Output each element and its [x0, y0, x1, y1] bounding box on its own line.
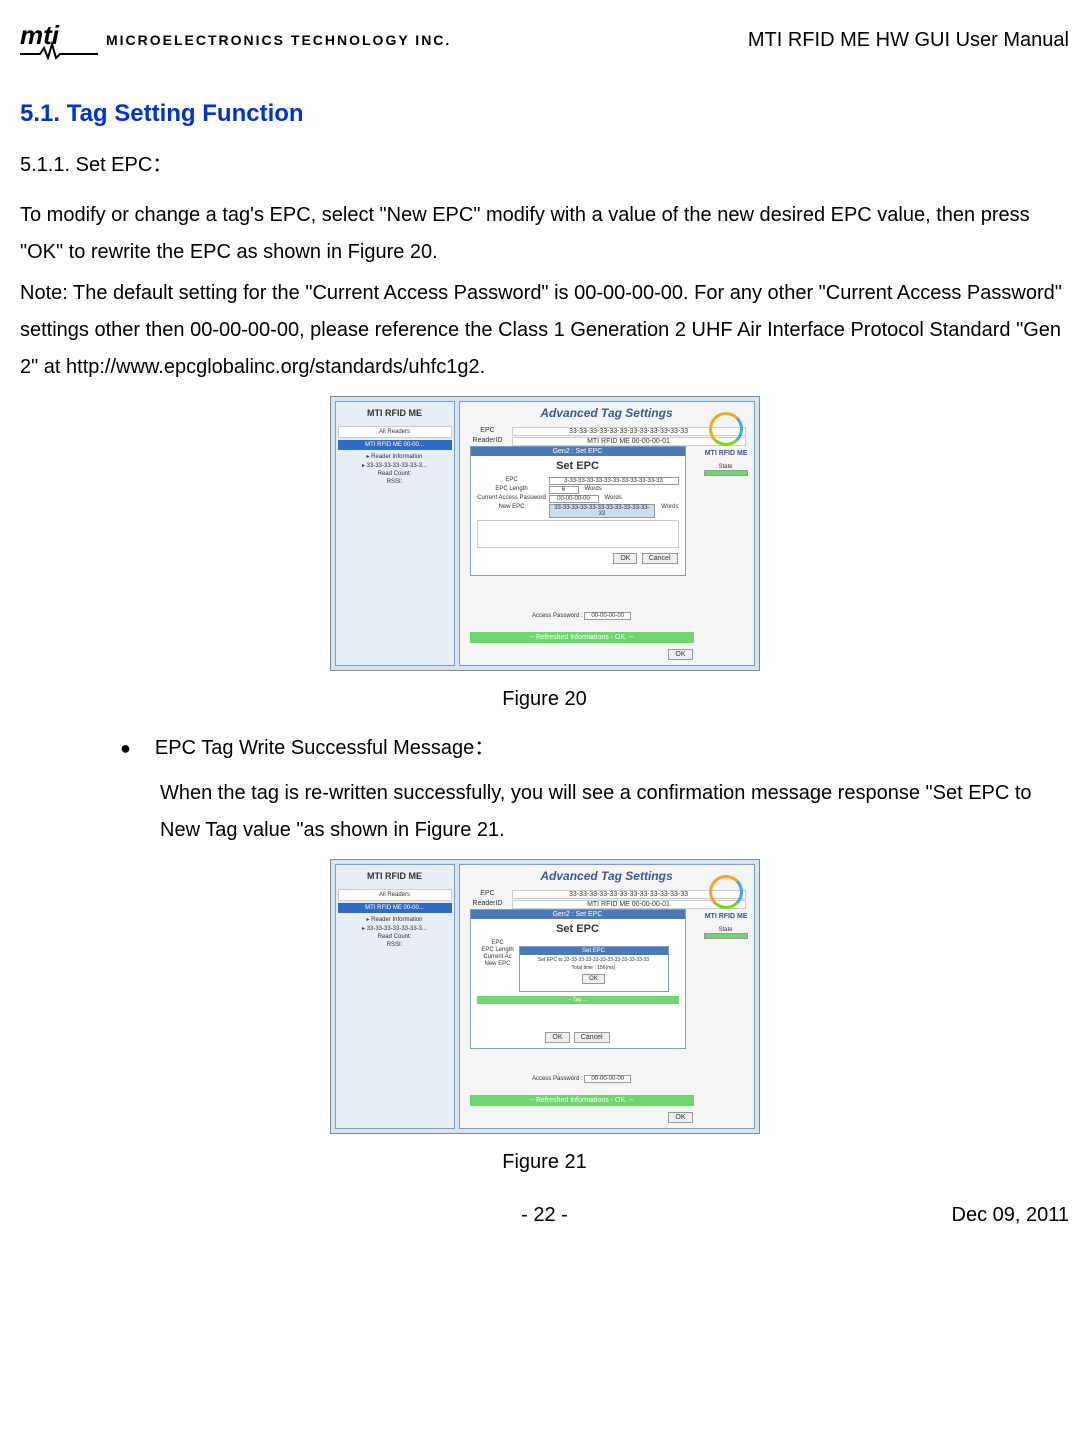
- subsection-heading: 5.1.1. Set EPC：: [20, 148, 1069, 177]
- reader-label: MTI RFID ME: [336, 402, 454, 424]
- subsection-title: Set EPC：: [76, 154, 173, 176]
- cancel-button[interactable]: Cancel: [642, 553, 678, 564]
- figure-20-caption: Figure 20: [20, 688, 1069, 711]
- figure-21-screenshot: MTI RFID ME All Readers MTI RFID ME 00-0…: [330, 859, 760, 1134]
- mti-circle-icon: [709, 412, 743, 446]
- set-epc-title: Set EPC: [471, 456, 685, 476]
- mti-logo-icon: mti: [20, 20, 98, 60]
- section-number: 5.1.: [20, 100, 60, 127]
- logo-block: mti MICROELECTRONICS TECHNOLOGY INC.: [20, 20, 451, 60]
- bullet-1: ● EPC Tag Write Successful Message：: [120, 731, 1069, 760]
- section-heading: 5.1. Tag Setting Function: [20, 100, 1069, 128]
- bullet-1-body: When the tag is re-written successfully,…: [160, 775, 1069, 849]
- bullet-icon: ●: [120, 738, 131, 759]
- figure-21-caption: Figure 21: [20, 1151, 1069, 1174]
- page-footer: - 22 - Dec 09, 2011: [20, 1204, 1069, 1227]
- status-bar: -- Refreshed Informations - OK. --: [470, 632, 694, 643]
- success-msg: Set EPC to 33-33-33-33-33-33-33-33-33-33…: [520, 955, 668, 965]
- svg-text:mti: mti: [20, 20, 60, 50]
- page-number: - 22 -: [220, 1204, 869, 1227]
- paragraph-2: Note: The default setting for the "Curre…: [20, 275, 1069, 386]
- page-header: mti MICROELECTRONICS TECHNOLOGY INC. MTI…: [20, 20, 1069, 60]
- mti-circle-icon: [709, 875, 743, 909]
- subsection-number: 5.1.1.: [20, 154, 70, 176]
- section-title: Tag Setting Function: [67, 100, 304, 127]
- bullet-1-text: EPC Tag Write Successful Message：: [155, 731, 494, 760]
- ok-button[interactable]: OK: [613, 553, 637, 564]
- doc-title: MTI RFID ME HW GUI User Manual: [748, 29, 1069, 52]
- company-name: MICROELECTRONICS TECHNOLOGY INC.: [106, 32, 451, 48]
- figure-20-screenshot: MTI RFID ME All Readers MTI RFID ME 00-0…: [330, 396, 760, 671]
- footer-date: Dec 09, 2011: [869, 1204, 1069, 1227]
- paragraph-1: To modify or change a tag's EPC, select …: [20, 197, 1069, 271]
- figure-20-wrap: MTI RFID ME All Readers MTI RFID ME 00-0…: [20, 396, 1069, 711]
- figure-21-wrap: MTI RFID ME All Readers MTI RFID ME 00-0…: [20, 859, 1069, 1174]
